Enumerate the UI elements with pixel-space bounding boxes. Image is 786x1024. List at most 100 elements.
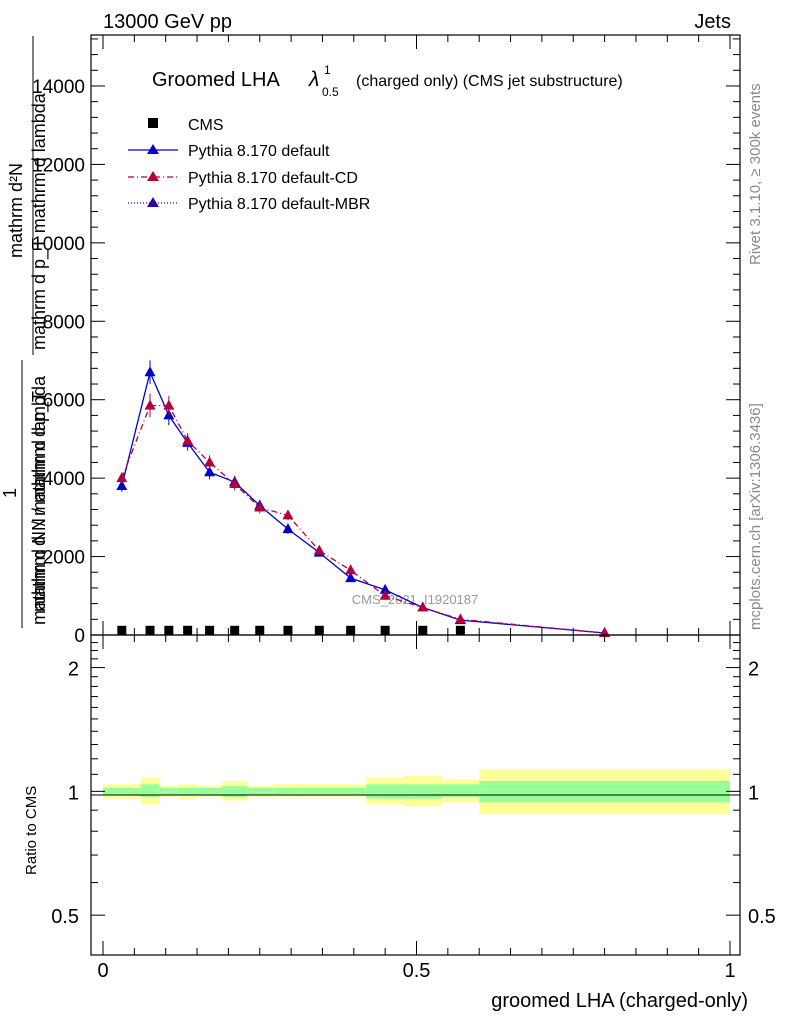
y-label-one: 1 xyxy=(0,488,20,498)
y-tick-label: 4000 xyxy=(43,469,85,490)
stat-uncertainty-band xyxy=(159,787,179,795)
legend-marker-cd xyxy=(147,171,159,181)
watermark: CMS_2021_I1920187 xyxy=(352,592,479,607)
stat-uncertainty-band xyxy=(178,787,198,795)
data-point xyxy=(345,564,357,575)
ratio-bands xyxy=(103,769,730,815)
ratio-y-tick-label: 0.5 xyxy=(51,906,79,928)
legend-entry-cd: Pythia 8.170 default-CD xyxy=(128,170,358,187)
y-tick-label: 14000 xyxy=(32,77,85,98)
series-line xyxy=(121,404,605,634)
header-left: 13000 GeV pp xyxy=(103,11,232,33)
data-point xyxy=(145,625,155,635)
data-point xyxy=(144,399,156,410)
y-tick-label: 0 xyxy=(74,626,85,647)
data-point xyxy=(116,472,128,483)
data-point xyxy=(417,601,429,612)
legend: CMS Pythia 8.170 default Pythia 8.170 de… xyxy=(128,117,370,213)
stat-uncertainty-band xyxy=(366,784,404,799)
y-tick-label: 10000 xyxy=(32,234,85,255)
ratio-y-label: Ratio to CMS xyxy=(23,786,40,875)
ratio-y-tick-label: 1 xyxy=(68,782,79,804)
stat-uncertainty-band xyxy=(272,787,304,795)
y-axis-label: mathrm d²N mathrm d p_T mathrm d lambda … xyxy=(0,36,50,628)
x-tick-label: 0 xyxy=(97,960,108,982)
legend-marker-default xyxy=(147,144,159,154)
legend-entry-mbr: Pythia 8.170 default-MBR xyxy=(128,196,370,213)
y-label-numerator-a: mathrm d²N xyxy=(6,163,26,258)
data-point xyxy=(454,613,466,624)
title-main: Groomed LHA xyxy=(152,69,280,91)
ratio-y-tick-label-right: 1 xyxy=(748,782,759,804)
title-sup: 1 xyxy=(324,63,331,77)
y-label-denominator-a: mathrm d p_T mathrm d lambda xyxy=(29,92,50,350)
y-tick-label: 2000 xyxy=(43,548,85,569)
stat-uncertainty-band xyxy=(334,787,367,795)
data-point xyxy=(346,625,356,635)
data-point xyxy=(164,625,174,635)
header-right: Jets xyxy=(694,11,731,33)
y-tick-label: 6000 xyxy=(43,391,85,412)
data-point xyxy=(345,572,357,583)
series-line xyxy=(121,370,605,634)
data-point xyxy=(204,466,216,477)
legend-entry-default: Pythia 8.170 default xyxy=(128,143,330,160)
legend-label-cms: CMS xyxy=(188,117,224,134)
data-point xyxy=(455,625,465,635)
y-tick-label: 8000 xyxy=(43,312,85,333)
data-point xyxy=(163,399,175,410)
legend-label-default: Pythia 8.170 default xyxy=(188,143,330,160)
data-point xyxy=(254,501,266,512)
stat-uncertainty-band xyxy=(403,784,442,799)
data-point xyxy=(230,625,240,635)
rivet-label: Rivet 3.1.10, ≥ 300k events xyxy=(747,83,764,265)
main-axis-ticks: 0 2000 4000 6000 8000 10000 12000 14000 xyxy=(32,35,740,647)
stat-uncertainty-band xyxy=(247,787,273,795)
data-point xyxy=(144,366,156,377)
legend-entry-cms: CMS xyxy=(148,117,224,134)
stat-uncertainty-band xyxy=(197,787,223,795)
data-point xyxy=(205,625,215,635)
data-point xyxy=(204,456,216,467)
stat-uncertainty-band xyxy=(441,784,480,797)
ratio-y-tick-label-right: 2 xyxy=(748,659,759,681)
ratio-y-tick-label: 2 xyxy=(68,659,79,681)
ratio-plot-panel: 0.5 0.5 1 1 2 2 0 0.5 1 Ratio to CMS xyxy=(23,634,776,982)
title-sub: 0.5 xyxy=(322,85,339,99)
mcplots-label: mcplots.cern.ch [arXiv:1306.3436] xyxy=(747,403,764,630)
data-point xyxy=(282,523,294,534)
data-point xyxy=(116,479,128,490)
legend-marker-mbr xyxy=(147,197,159,207)
data-point xyxy=(379,583,391,594)
x-tick-label: 1 xyxy=(724,960,735,982)
series-0 xyxy=(117,625,465,635)
data-point xyxy=(380,625,390,635)
ratio-plot-frame xyxy=(90,634,741,956)
legend-marker-cms xyxy=(148,118,158,128)
ratio-y-tick-label-right: 0.5 xyxy=(748,906,776,928)
y-tick-label: 12000 xyxy=(32,155,85,176)
data-point xyxy=(313,544,325,555)
chart-title: Groomed LHA λ 1 0.5 (charged only) (CMS … xyxy=(152,63,623,99)
stat-uncertainty-band xyxy=(103,787,141,795)
stat-uncertainty-band xyxy=(140,784,160,797)
title-rest: (charged only) (CMS jet substructure) xyxy=(356,73,623,90)
data-point xyxy=(283,625,293,635)
data-point xyxy=(282,509,294,520)
stat-uncertainty-band xyxy=(303,787,335,795)
data-point xyxy=(229,478,241,489)
data-point xyxy=(117,625,127,635)
y-label-denominator-b: mathrm d N / mathrm d lambda xyxy=(29,375,49,625)
x-axis-label: groomed LHA (charged-only) xyxy=(491,990,748,1012)
y-label-numerator-b: mathrm d N / mathrm d p_T xyxy=(29,391,50,612)
ratio-axis-ticks: 0.5 0.5 1 1 2 2 0 0.5 1 xyxy=(51,635,776,982)
legend-label-mbr: Pythia 8.170 default-MBR xyxy=(188,196,370,213)
x-tick-label: 0.5 xyxy=(403,960,431,982)
stat-uncertainty-band xyxy=(479,780,730,803)
data-point xyxy=(183,625,193,635)
title-lambda: λ xyxy=(308,68,319,91)
legend-label-cd: Pythia 8.170 default-CD xyxy=(188,170,358,187)
data-point xyxy=(182,434,194,445)
main-plot-panel: 0 2000 4000 6000 8000 10000 12000 14000 CMS_202… xyxy=(0,34,741,647)
